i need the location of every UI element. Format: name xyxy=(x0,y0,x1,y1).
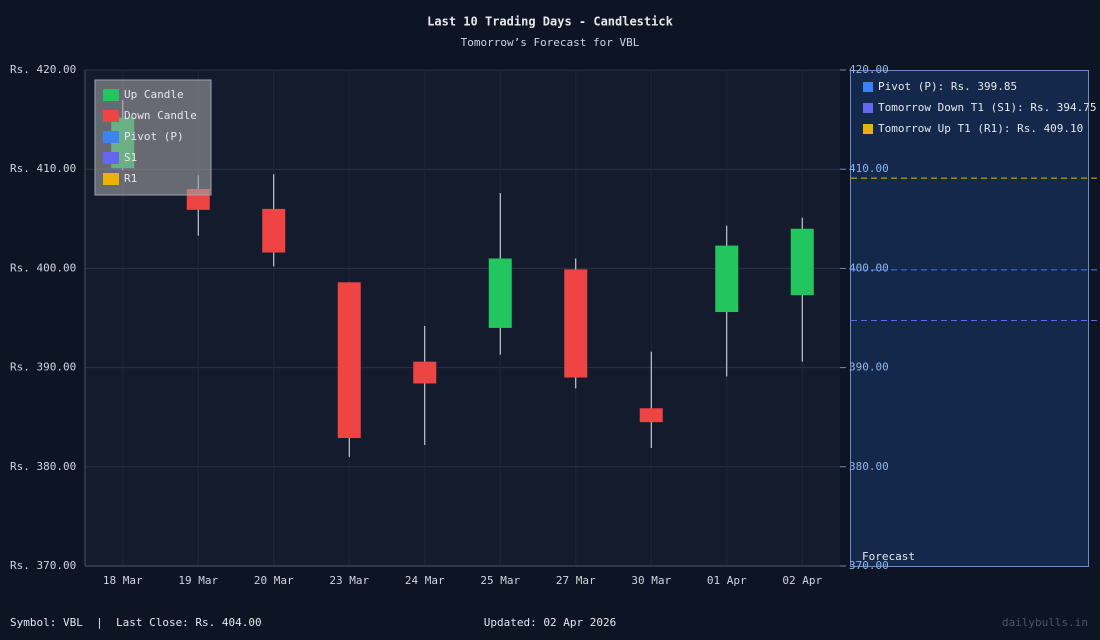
level-swatch xyxy=(863,124,873,134)
x-tick-label: 02 Apr xyxy=(782,574,822,587)
candle-body xyxy=(790,228,814,296)
forecast-panel xyxy=(850,70,1089,567)
candle-body xyxy=(564,269,588,378)
x-tick-label: 23 Mar xyxy=(329,574,369,587)
y-tick-label: Rs. 390.00 xyxy=(10,361,76,374)
y2-tick-label: 370.00 xyxy=(849,559,889,572)
legend-swatch xyxy=(103,152,119,164)
candle-body xyxy=(262,208,286,253)
y2-tick-label: 380.00 xyxy=(849,460,889,473)
legend-swatch xyxy=(103,173,119,185)
level-label: Tomorrow Up T1 (R1): Rs. 409.10 xyxy=(878,122,1083,135)
level-label: Tomorrow Down T1 (S1): Rs. 394.75 xyxy=(878,101,1097,114)
candle-body xyxy=(639,408,663,423)
legend-label: Down Candle xyxy=(124,109,197,122)
legend-label: R1 xyxy=(124,172,137,185)
x-tick-label: 27 Mar xyxy=(556,574,596,587)
candle-body xyxy=(715,245,739,313)
y-tick-label: Rs. 370.00 xyxy=(10,559,76,572)
chart-subtitle: Tomorrow’s Forecast for VBL xyxy=(461,36,640,49)
forecast-label: Forecast xyxy=(862,550,915,563)
y2-tick-label: 400.00 xyxy=(849,261,889,274)
level-label: Pivot (P): Rs. 399.85 xyxy=(878,80,1017,93)
legend-swatch xyxy=(103,110,119,122)
legend-swatch xyxy=(103,89,119,101)
x-tick-label: 25 Mar xyxy=(480,574,520,587)
x-tick-label: 20 Mar xyxy=(254,574,294,587)
y-tick-label: Rs. 380.00 xyxy=(10,460,76,473)
y-tick-label: Rs. 400.00 xyxy=(10,261,76,274)
candle-body xyxy=(413,361,437,384)
level-swatch xyxy=(863,103,873,113)
legend-swatch xyxy=(103,131,119,143)
x-tick-label: 01 Apr xyxy=(707,574,747,587)
legend-label: S1 xyxy=(124,151,137,164)
candle-body xyxy=(488,258,512,328)
legend-label: Up Candle xyxy=(124,88,184,101)
legend-label: Pivot (P) xyxy=(124,130,184,143)
footer-symbol: Symbol: VBL | Last Close: Rs. 404.00 xyxy=(10,616,262,629)
y-tick-label: Rs. 420.00 xyxy=(10,63,76,76)
footer-brand: dailybulls.in xyxy=(1002,616,1088,629)
chart-title: Last 10 Trading Days - Candlestick xyxy=(427,15,673,29)
y2-tick-label: 390.00 xyxy=(849,361,889,374)
footer-updated: Updated: 02 Apr 2026 xyxy=(484,616,616,629)
y2-tick-label: 410.00 xyxy=(849,162,889,175)
x-tick-label: 19 Mar xyxy=(178,574,218,587)
x-tick-label: 30 Mar xyxy=(631,574,671,587)
level-swatch xyxy=(863,82,873,92)
y2-tick-label: 420.00 xyxy=(849,63,889,76)
y-tick-label: Rs. 410.00 xyxy=(10,162,76,175)
candle-body xyxy=(337,282,361,439)
x-tick-label: 18 Mar xyxy=(103,574,143,587)
x-tick-label: 24 Mar xyxy=(405,574,445,587)
